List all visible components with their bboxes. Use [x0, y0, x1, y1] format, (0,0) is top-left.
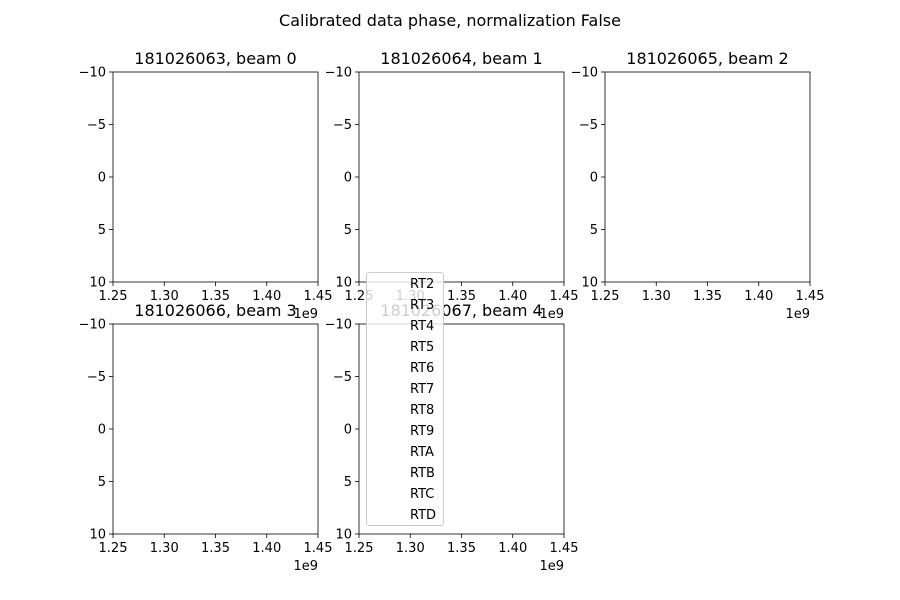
x-tick-label: 1.45 — [796, 289, 825, 304]
y-tick-label: −10 — [79, 66, 106, 81]
y-tick-label: −5 — [579, 118, 598, 133]
x-tick-label: 1.45 — [304, 289, 333, 304]
y-tick-label: −10 — [79, 318, 106, 333]
axes-frame — [112, 71, 319, 283]
subplot-3: 1.25 1.30 1.35 1.40 1.45−10−505101e918102606… — [79, 301, 333, 574]
axes-frame — [604, 71, 811, 283]
legend-entry: RT4 — [410, 319, 435, 334]
x-tick-label: 1.45 — [304, 541, 333, 556]
y-tick-label: 10 — [89, 276, 106, 291]
x-tick-label: 1.30 — [642, 289, 671, 304]
y-tick-label: 0 — [344, 423, 352, 438]
x-tick-label: 1.25 — [99, 289, 128, 304]
x-tick-label: 1.30 — [396, 541, 425, 556]
legend-entry: RT7 — [410, 382, 435, 397]
axes-frame — [112, 323, 319, 535]
figure-title: Calibrated data phase, normalization Fal… — [279, 11, 621, 30]
legend-entry: RTC — [410, 487, 435, 502]
x-offset-label: 1e9 — [785, 307, 810, 322]
x-offset-label: 1e9 — [539, 559, 564, 574]
axes-frame — [358, 71, 565, 283]
y-tick-label: −10 — [325, 318, 352, 333]
x-tick-label: 1.40 — [498, 289, 527, 304]
y-tick-label: 5 — [344, 223, 352, 238]
y-tick-label: 5 — [590, 223, 598, 238]
y-tick-label: −10 — [571, 66, 598, 81]
x-tick-label: 1.45 — [550, 541, 579, 556]
x-tick-label: 1.25 — [591, 289, 620, 304]
y-tick-label: 5 — [98, 475, 106, 490]
legend: RT2 RT3 RT4 RT5 RT6 RT7 RT8 RT9 RTA RTB RTC RTD — [366, 272, 444, 526]
x-tick-label: 1.35 — [447, 289, 476, 304]
x-tick-label: 1.40 — [252, 541, 281, 556]
x-tick-label: 1.40 — [744, 289, 773, 304]
legend-entry: RT5 — [410, 340, 435, 355]
y-tick-label: 0 — [98, 171, 106, 186]
subplot-2: 1.25 1.30 1.35 1.40 1.45 −10 −5 0 5 10 1e9 18102606… — [571, 49, 825, 322]
x-tick-label: 1.35 — [693, 289, 722, 304]
legend-entry: RT9 — [410, 424, 435, 439]
x-tick-label: 1.25 — [99, 541, 128, 556]
x-tick-label: 1.35 — [447, 541, 476, 556]
x-tick-label: 1.30 — [150, 289, 179, 304]
x-offset-label: 1e9 — [539, 307, 564, 322]
x-tick-label: 1.30 — [150, 541, 179, 556]
axes-frame — [358, 323, 565, 535]
x-tick-label: 1.45 — [550, 289, 579, 304]
y-tick-label: 10 — [89, 528, 106, 543]
y-tick-label: 5 — [98, 223, 106, 238]
y-tick-label: −5 — [333, 118, 352, 133]
y-tick-label: 0 — [590, 171, 598, 186]
y-tick-label: −5 — [87, 118, 106, 133]
subplot-title: 181026065, beam 2 — [626, 49, 788, 68]
x-offset-label: 1e9 — [293, 307, 318, 322]
x-offset-label: 1e9 — [293, 559, 318, 574]
x-tick-label: 1.35 — [201, 289, 230, 304]
legend-entry: RTD — [410, 508, 437, 523]
x-tick-label: 1.25 — [345, 541, 374, 556]
x-tick-label: 1.40 — [252, 289, 281, 304]
y-tick-label: 10 — [581, 276, 598, 291]
subplot-title: 181026066, beam 3 — [134, 301, 296, 320]
subplot-0: 1.25 1.30 1.35 1.40 1.45−10−505101e918102606… — [79, 49, 333, 322]
legend-entry: RTA — [410, 445, 434, 460]
y-tick-label: 10 — [335, 276, 352, 291]
y-tick-label: 5 — [344, 475, 352, 490]
y-tick-label: −5 — [87, 370, 106, 385]
x-tick-label: 1.40 — [498, 541, 527, 556]
legend-entry: RTB — [410, 466, 435, 481]
y-tick-label: −10 — [325, 66, 352, 81]
y-tick-label: 0 — [344, 171, 352, 186]
legend-entry: RT2 — [410, 277, 435, 292]
x-tick-label: 1.35 — [201, 541, 230, 556]
subplot-4: 1.25 1.30 1.35 1.40 1.45−10−505101e918102606… — [325, 301, 579, 574]
subplot-title: 181026063, beam 0 — [134, 49, 296, 68]
subplot-1: 1.251.301.351.401.45−10−505101e918102606… — [325, 49, 579, 322]
y-tick-label: 0 — [98, 423, 106, 438]
y-tick-label: −5 — [333, 370, 352, 385]
subplot-title: 181026064, beam 1 — [380, 49, 542, 68]
legend-entry: RT6 — [410, 361, 435, 376]
y-tick-label: 10 — [335, 528, 352, 543]
legend-entry: RT3 — [410, 298, 435, 313]
legend-entry: RT8 — [410, 403, 435, 418]
